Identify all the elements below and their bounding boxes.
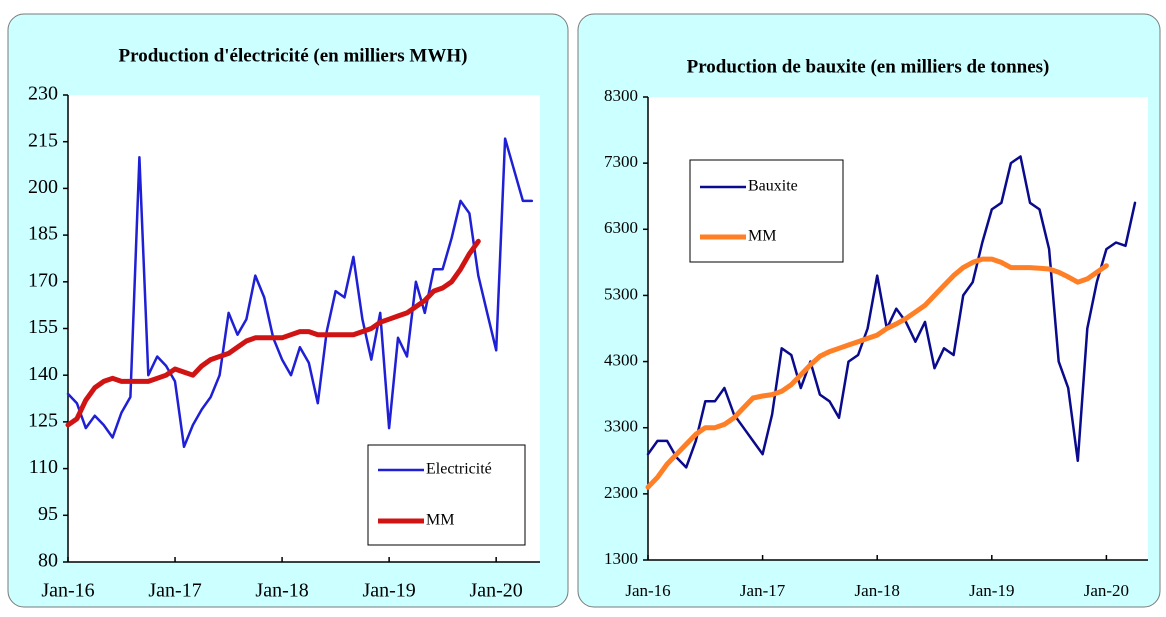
x-tick-label: Jan-19 (969, 581, 1014, 600)
legend-label: Electricité (426, 461, 492, 478)
legend-label: Bauxite (748, 178, 798, 195)
y-tick-label: 155 (28, 316, 58, 338)
series-line (645, 256, 1109, 490)
x-tick-label: Jan-16 (625, 581, 670, 600)
x-tick-label: Jan-17 (148, 580, 201, 602)
chart-title: Production d'électricité (en milliers MW… (119, 45, 468, 66)
series-line (65, 238, 481, 428)
y-tick-label: 140 (28, 363, 58, 385)
x-tick-label: Jan-18 (855, 581, 900, 600)
y-tick-label: 125 (28, 409, 58, 431)
y-tick-label: 95 (38, 503, 58, 525)
y-tick-label: 2300 (604, 483, 638, 502)
legend (367, 444, 526, 546)
y-tick-label: 80 (38, 550, 58, 572)
legend-label: MM (426, 512, 454, 529)
x-tick-label: Jan-20 (469, 580, 522, 602)
y-tick-label: 110 (29, 456, 58, 478)
chart-title: Production de bauxite (en milliers de to… (687, 56, 1050, 77)
x-tick-label: Jan-18 (255, 580, 308, 602)
y-tick-label: 215 (28, 129, 58, 151)
y-tick-label: 200 (28, 176, 58, 198)
x-tick-label: Jan-16 (41, 580, 94, 602)
y-tick-label: 170 (28, 269, 58, 291)
legend-label: MM (748, 228, 776, 245)
y-tick-label: 230 (28, 83, 58, 105)
y-tick-label: 8300 (604, 86, 638, 105)
y-tick-label: 185 (28, 223, 58, 245)
series-line (66, 137, 534, 449)
x-tick-label: Jan-19 (362, 580, 415, 602)
series-line (646, 155, 1137, 469)
y-tick-label: 6300 (604, 218, 638, 237)
x-tick-label: Jan-20 (1084, 581, 1129, 600)
y-tick-label: 3300 (604, 417, 638, 436)
x-tick-label: Jan-17 (740, 581, 786, 600)
y-tick-label: 5300 (604, 284, 638, 303)
y-tick-label: 1300 (604, 549, 638, 568)
y-tick-label: 7300 (604, 152, 638, 171)
y-tick-label: 4300 (604, 350, 638, 369)
legend (689, 159, 844, 263)
